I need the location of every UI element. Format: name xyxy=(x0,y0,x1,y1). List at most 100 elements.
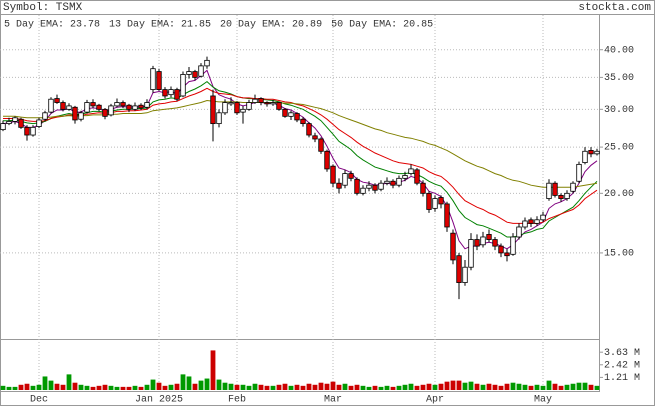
volume-bar xyxy=(162,385,168,390)
volume-bar xyxy=(378,386,384,390)
y-tick-label: 40.00 xyxy=(604,45,634,56)
candle-body xyxy=(348,173,354,179)
volume-bar xyxy=(24,383,30,390)
volume-bar xyxy=(204,378,210,390)
candle-body xyxy=(282,108,288,117)
y-tick-label: 20.00 xyxy=(604,189,634,200)
volume-bar xyxy=(180,374,186,390)
candle-body xyxy=(330,165,336,184)
volume-bar xyxy=(300,385,306,390)
volume-bar xyxy=(540,385,546,390)
candle-body xyxy=(438,197,444,205)
x-tick-label: May xyxy=(534,395,552,406)
volume-bar xyxy=(576,382,582,390)
volume-bar xyxy=(354,384,360,390)
candle-body xyxy=(372,184,378,191)
ema-line xyxy=(2,69,598,250)
candle-body xyxy=(300,118,306,125)
candle-body xyxy=(108,105,114,116)
volume-bar xyxy=(198,380,204,390)
volume-bar xyxy=(384,385,390,390)
volume-tick-label: 1.21 M xyxy=(604,373,640,384)
candle-body xyxy=(294,113,300,121)
candle-body xyxy=(432,198,438,209)
volume-bar xyxy=(594,385,600,390)
candle-body xyxy=(522,220,528,228)
volume-bar xyxy=(126,386,132,390)
candle-body xyxy=(210,95,216,125)
volume-bar xyxy=(18,384,24,390)
volume-bar xyxy=(372,385,378,390)
candle-body xyxy=(138,104,144,109)
candle-body xyxy=(0,123,6,131)
volume-bar xyxy=(108,385,114,390)
volume-bar xyxy=(186,376,192,390)
candle-body xyxy=(60,102,66,110)
candle-body xyxy=(30,126,36,136)
volume-bar xyxy=(156,382,162,390)
x-tick-label: Feb xyxy=(228,394,246,406)
candle-body xyxy=(456,255,462,283)
candle-body xyxy=(564,192,570,199)
candle-body xyxy=(552,182,558,196)
candle-body xyxy=(558,195,564,199)
candle-body xyxy=(450,232,456,261)
candle-body xyxy=(174,89,180,100)
candle-body xyxy=(18,118,24,128)
y-tick-label: 25.00 xyxy=(604,143,634,154)
candle-body xyxy=(126,104,132,110)
volume-bar xyxy=(492,384,498,390)
candle-body xyxy=(360,187,366,194)
volume-bar xyxy=(246,385,252,390)
candle-body xyxy=(114,102,120,107)
volume-bar xyxy=(426,383,432,390)
volume-bar xyxy=(360,385,366,390)
volume-bar xyxy=(450,380,456,390)
candle-body xyxy=(6,121,12,125)
candle-body xyxy=(276,102,282,110)
candle-body xyxy=(36,119,42,127)
volume-bar xyxy=(588,384,594,390)
candle-body xyxy=(72,106,78,121)
candle-body xyxy=(366,184,372,189)
volume-bar xyxy=(132,385,138,390)
volume-bar xyxy=(444,381,450,390)
x-tick-label: Dec xyxy=(30,395,48,406)
candle-body xyxy=(288,112,294,117)
volume-bar xyxy=(516,383,522,390)
volume-bar xyxy=(348,385,354,390)
candle-body xyxy=(198,65,204,77)
candle-body xyxy=(240,108,246,113)
candle-body xyxy=(102,108,108,117)
y-tick-label: 30.00 xyxy=(604,105,634,116)
candle-body xyxy=(258,98,264,103)
candle-body xyxy=(312,135,318,140)
volume-bar xyxy=(30,385,36,390)
candle-body xyxy=(246,102,252,110)
candle-body xyxy=(534,219,540,224)
volume-bar xyxy=(120,386,126,390)
volume-bar xyxy=(432,384,438,390)
volume-bar xyxy=(174,383,180,390)
candle-body xyxy=(204,59,210,67)
volume-bar xyxy=(216,379,222,390)
candle-body xyxy=(324,150,330,170)
volume-bar xyxy=(42,376,48,390)
volume-bar xyxy=(222,382,228,390)
volume-bar xyxy=(552,383,558,390)
candle-body xyxy=(420,182,426,194)
candle-body xyxy=(342,173,348,186)
volume-bar xyxy=(102,384,108,390)
candle-body xyxy=(144,102,150,108)
candle-body xyxy=(492,239,498,247)
volume-bar xyxy=(486,383,492,390)
x-tick-label: Jan 2025 xyxy=(135,395,183,406)
candle-body xyxy=(474,239,480,247)
volume-bar xyxy=(258,384,264,390)
candle-body xyxy=(570,182,576,192)
ema-line xyxy=(3,80,598,238)
candle-body xyxy=(504,252,510,257)
volume-bar xyxy=(90,386,96,390)
candle-body xyxy=(336,182,342,189)
